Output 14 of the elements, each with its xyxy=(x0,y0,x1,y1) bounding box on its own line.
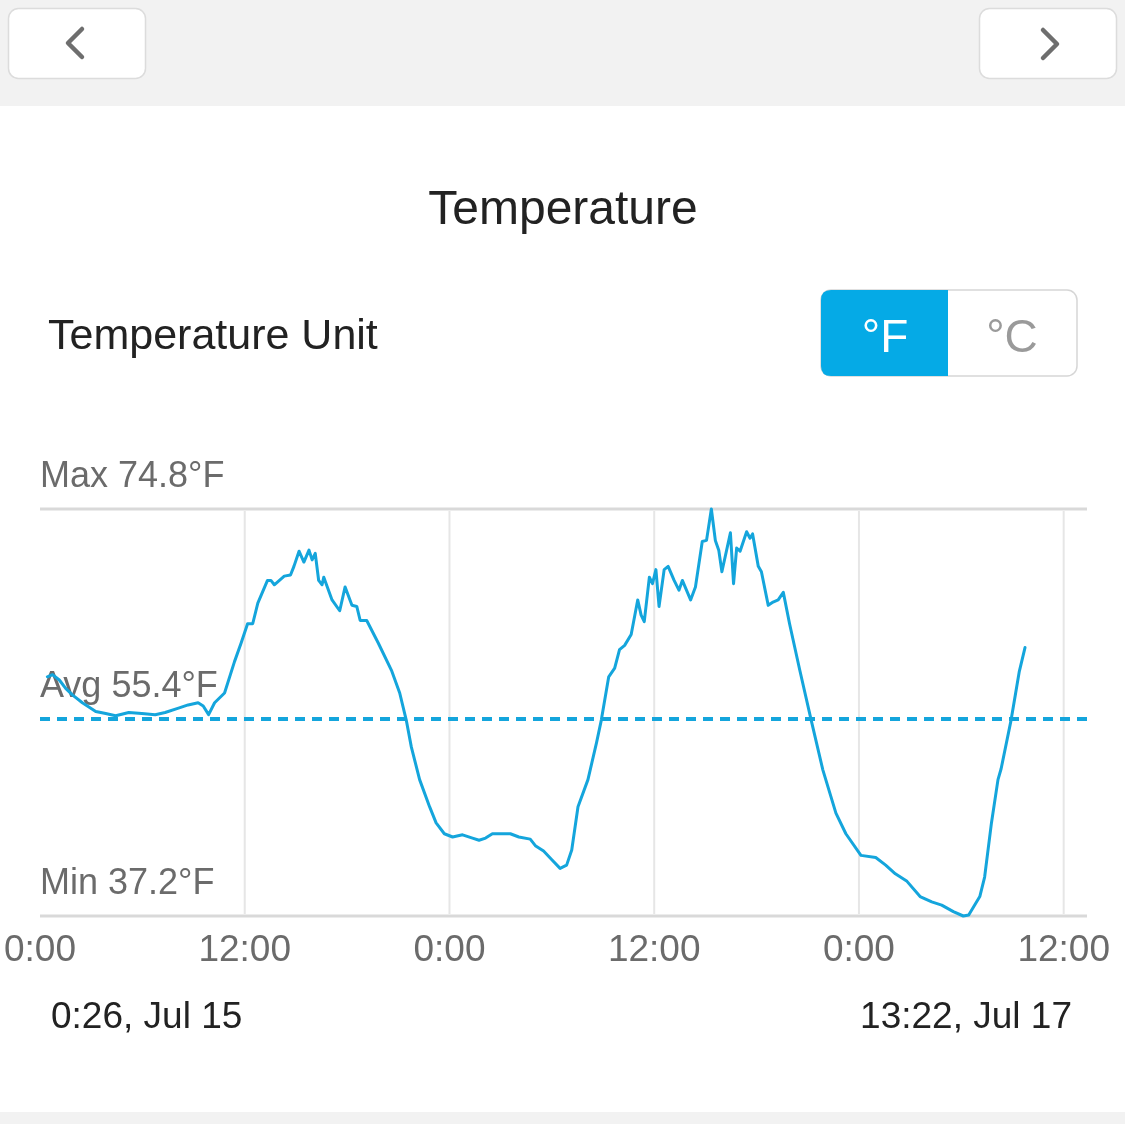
x-tick-label: 0:00 xyxy=(413,928,486,969)
text: Temperature Unit xyxy=(48,310,378,358)
chart-title: Temperature xyxy=(428,181,698,234)
x-tick-label: 0:00 xyxy=(3,928,77,969)
text: 13:22, Jul 17 xyxy=(860,995,1072,1036)
x-tick-label: 0:00 xyxy=(822,928,895,969)
text: °C xyxy=(986,310,1038,362)
annotation: Min 37.2°F xyxy=(40,861,215,902)
x-tick-label: 12:00 xyxy=(607,928,701,969)
ref-line-label: Max 74.8°F xyxy=(40,454,225,495)
x-tick-label: 12:00 xyxy=(198,928,292,969)
text: °F xyxy=(861,310,909,362)
x-tick-label: 12:00 xyxy=(1017,928,1110,969)
text: 0:26, Jul 15 xyxy=(51,995,243,1036)
